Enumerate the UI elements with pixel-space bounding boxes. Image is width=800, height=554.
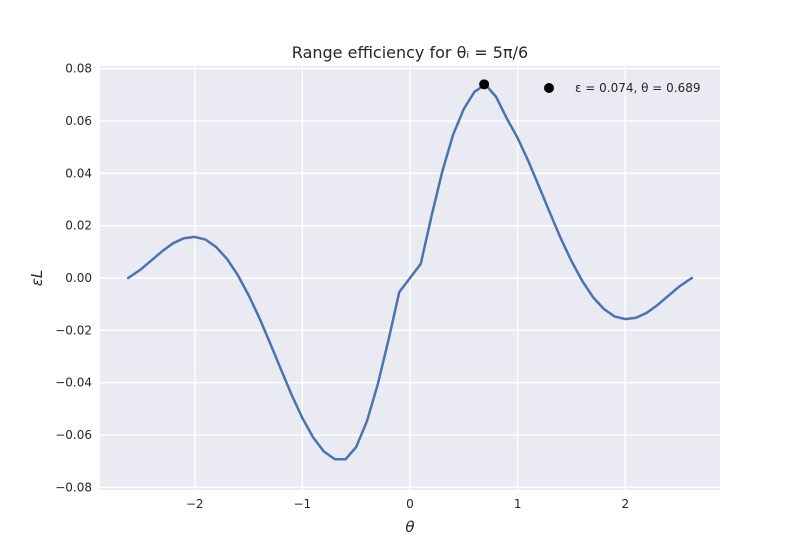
chart-title: Range efficiency for θᵢ = 5π/6	[292, 43, 528, 62]
y-tick-label: 0.06	[65, 114, 92, 128]
y-tick-label: −0.04	[55, 376, 92, 390]
series-line	[126, 83, 694, 461]
x-tick-label: 1	[514, 497, 522, 511]
x-tick-label: 2	[621, 497, 629, 511]
y-tick-label: −0.08	[55, 480, 92, 494]
y-axis-label: εL	[28, 270, 46, 286]
x-tick-label: 0	[406, 497, 414, 511]
y-tick-label: 0.04	[65, 166, 92, 180]
highlight-points	[479, 79, 490, 90]
y-tick-label: 0.02	[65, 219, 92, 233]
x-axis-label: θ	[405, 518, 414, 536]
x-tick-label: −1	[294, 497, 312, 511]
y-tick-label: 0.08	[65, 62, 92, 76]
legend: ε = 0.074, θ = 0.689	[544, 81, 701, 95]
series-layer	[126, 83, 694, 461]
y-tick-label: −0.02	[55, 323, 92, 337]
max-point-marker	[479, 79, 490, 90]
axis-ticks: −2 −1 0 1 2 −0.08 −0.06 −0.04 −0.02 0.00 0.02 0.04 0…	[55, 62, 629, 511]
x-tick-label: −2	[186, 497, 204, 511]
legend-marker	[544, 83, 554, 93]
y-tick-label: −0.06	[55, 428, 92, 442]
legend-label: ε = 0.074, θ = 0.689	[575, 81, 701, 95]
y-tick-label: 0.00	[65, 271, 92, 285]
